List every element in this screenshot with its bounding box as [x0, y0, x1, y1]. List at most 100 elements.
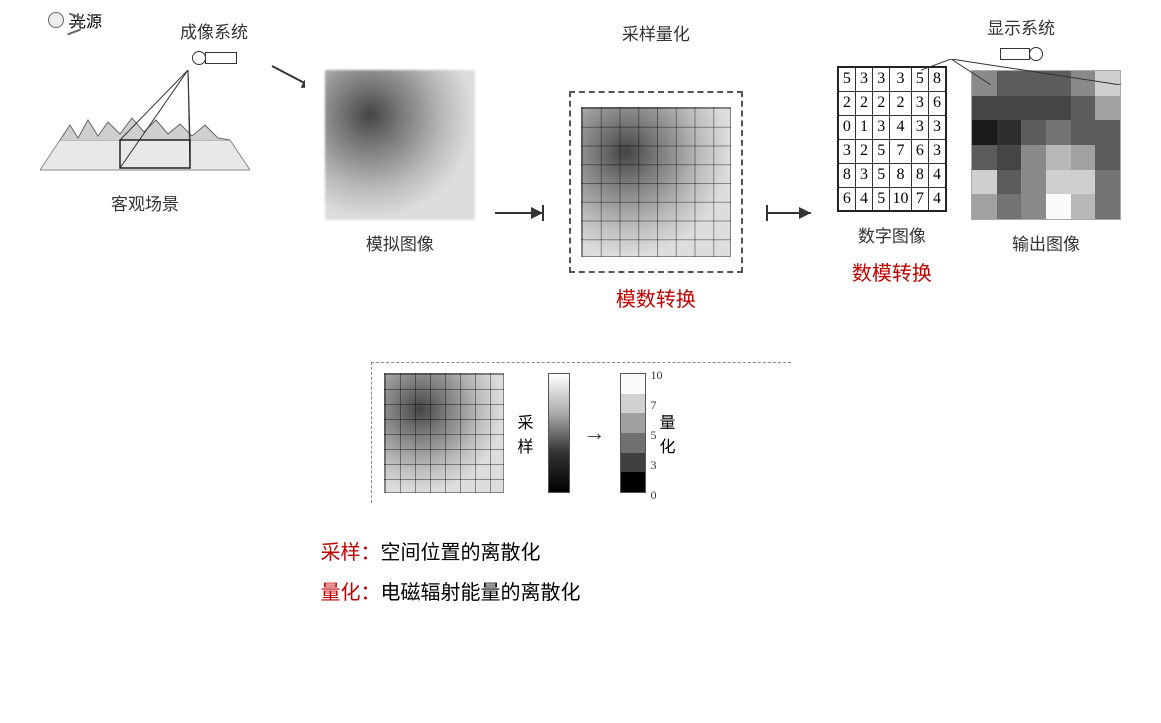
mosaic-cell [1071, 170, 1096, 195]
sampling-def-text: 空间位置的离散化 [381, 542, 541, 564]
mosaic-cell [997, 194, 1022, 219]
arrow-small: → [584, 420, 606, 446]
matrix-cell: 2 [873, 91, 890, 115]
mosaic-cell [997, 145, 1022, 170]
quant-level [621, 413, 645, 433]
quant-tick: 3 [651, 458, 657, 473]
mosaic-cell [1021, 194, 1046, 219]
ad-conversion-label: 模数转换 [616, 283, 696, 312]
matrix-cell: 6 [928, 91, 946, 115]
definitions: 采样：空间位置的离散化 量化：电磁辐射能量的离散化 [321, 533, 841, 613]
stage-analog: 模拟图像 [325, 20, 475, 255]
detail-sampled-image [384, 373, 504, 493]
mosaic-cell [1046, 120, 1071, 145]
mosaic-cell [997, 170, 1022, 195]
sampling-term: 采样： [321, 542, 381, 564]
matrix-cell: 2 [890, 91, 911, 115]
mosaic-cell [1021, 120, 1046, 145]
quant-def-text: 电磁辐射能量的离散化 [381, 582, 581, 604]
projector-rays [921, 59, 1121, 85]
matrix-cell: 8 [911, 163, 928, 187]
mosaic-cell [1046, 170, 1071, 195]
stage-scene: 成像系统 客观场景 [40, 20, 250, 215]
matrix-cell: 3 [890, 67, 911, 91]
mosaic-cell [1071, 194, 1096, 219]
quant-tick: 10 [651, 368, 663, 383]
display-system-label: 显示系统 [987, 14, 1055, 39]
matrix-cell: 0 [838, 115, 856, 139]
quant-level [621, 472, 645, 492]
mosaic-cell [1046, 194, 1071, 219]
matrix-cell: 1 [855, 115, 872, 139]
matrix-cell: 3 [873, 67, 890, 91]
sampled-image [581, 107, 731, 257]
output-label: 输出图像 [1012, 230, 1080, 255]
matrix-cell: 4 [855, 187, 872, 211]
mosaic-cell [1071, 96, 1096, 121]
continuous-gradient-strip [548, 373, 570, 493]
arrow-3 [763, 200, 817, 232]
sampling-definition: 采样：空间位置的离散化 [321, 533, 841, 573]
camera-icon [192, 51, 237, 65]
mosaic-cell [972, 96, 997, 121]
matrix-cell: 5 [873, 163, 890, 187]
quant-v-text: 量化 [660, 409, 676, 457]
matrix-cell: 5 [873, 187, 890, 211]
mosaic-cell [1095, 194, 1120, 219]
mosaic-cell [972, 194, 997, 219]
mosaic-cell [1095, 145, 1120, 170]
pipeline-row: 成像系统 客观场景 [40, 20, 1121, 312]
scene-terrain [40, 70, 250, 180]
matrix-cell: 8 [890, 163, 911, 187]
arrow-1 [270, 58, 305, 98]
mosaic-cell [997, 96, 1022, 121]
digital-label: 数字图像 [858, 222, 926, 247]
sampling-vertical-label: 采样 [518, 409, 534, 457]
mosaic-cell [1071, 120, 1096, 145]
matrix-cell: 7 [911, 187, 928, 211]
terrain-svg [40, 70, 250, 190]
bottom-detail-box: 采样 → 107530 量化 [371, 362, 791, 503]
mosaic-cell [972, 145, 997, 170]
matrix-cell: 3 [928, 139, 946, 163]
imaging-system-label: 成像系统 [180, 18, 248, 43]
mosaic-cell [1021, 145, 1046, 170]
quant-level [621, 374, 645, 394]
mosaic-cell [1071, 145, 1096, 170]
grid-overlay-icon [581, 107, 731, 257]
matrix-cell: 7 [890, 139, 911, 163]
mosaic-cell [1095, 170, 1120, 195]
mosaic-cell [1046, 145, 1071, 170]
matrix-cell: 6 [838, 187, 856, 211]
analog-label: 模拟图像 [366, 230, 434, 255]
matrix-cell: 6 [911, 139, 928, 163]
matrix-cell: 5 [873, 139, 890, 163]
matrix-cell: 4 [890, 115, 911, 139]
quant-level [621, 453, 645, 473]
mosaic-cell [1095, 120, 1120, 145]
mosaic-cell [972, 170, 997, 195]
sampling-dashed-box [569, 91, 743, 273]
sampling-quant-label: 采样量化 [622, 20, 690, 45]
grid-overlay-icon [384, 373, 504, 493]
quant-term: 量化： [321, 582, 381, 604]
analog-image [325, 70, 475, 220]
quant-tick: 0 [651, 488, 657, 503]
mosaic-cell [1095, 96, 1120, 121]
stage-output: 显示系统 输出图像 [971, 20, 1121, 255]
quant-tick: 5 [651, 428, 657, 443]
mosaic-cell [997, 120, 1022, 145]
matrix-cell: 3 [911, 115, 928, 139]
matrix-cell: 3 [873, 115, 890, 139]
quant-tick: 7 [651, 398, 657, 413]
quantized-strip: 107530 [620, 373, 646, 493]
sampling-v-text: 采样 [518, 409, 534, 457]
mosaic-cell [1021, 170, 1046, 195]
quant-definition: 量化：电磁辐射能量的离散化 [321, 573, 841, 613]
mosaic-cell [1046, 96, 1071, 121]
scene-label: 客观场景 [111, 190, 179, 215]
matrix-cell: 2 [838, 91, 856, 115]
matrix-cell: 4 [928, 163, 946, 187]
matrix-cell: 8 [838, 163, 856, 187]
quant-level [621, 433, 645, 453]
